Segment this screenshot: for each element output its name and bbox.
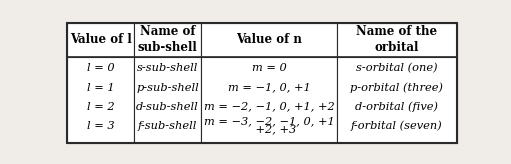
Text: p-orbital (three): p-orbital (three) <box>350 82 443 93</box>
Text: m = 0: m = 0 <box>251 63 286 73</box>
Text: l = 2: l = 2 <box>87 102 114 112</box>
Text: f-orbital (seven): f-orbital (seven) <box>351 120 443 131</box>
Text: l = 0: l = 0 <box>87 63 114 73</box>
Bar <box>201 57 337 143</box>
Text: p-sub-shell: p-sub-shell <box>136 82 199 92</box>
Bar <box>337 23 457 57</box>
Bar <box>67 57 134 143</box>
Text: Value of n: Value of n <box>236 33 302 46</box>
Text: Value of l: Value of l <box>69 33 131 46</box>
Bar <box>134 57 201 143</box>
Text: Name of the
orbital: Name of the orbital <box>356 25 437 54</box>
Bar <box>67 23 134 57</box>
Text: d-orbital (five): d-orbital (five) <box>355 101 438 112</box>
Bar <box>201 23 337 57</box>
Text: m = −2, −1, 0, +1, +2: m = −2, −1, 0, +1, +2 <box>203 102 334 112</box>
Text: d-sub-shell: d-sub-shell <box>136 102 199 112</box>
Text: Name of
sub-shell: Name of sub-shell <box>137 25 197 54</box>
Text: s-sub-shell: s-sub-shell <box>137 63 198 73</box>
Text: l = 1: l = 1 <box>87 82 114 92</box>
Bar <box>337 57 457 143</box>
Text: +2, +3: +2, +3 <box>241 125 296 135</box>
Text: s-orbital (one): s-orbital (one) <box>356 63 437 74</box>
Text: f-sub-shell: f-sub-shell <box>138 121 197 131</box>
Text: l = 3: l = 3 <box>87 121 114 131</box>
Bar <box>134 23 201 57</box>
Text: m = −3, −2, −1, 0, +1: m = −3, −2, −1, 0, +1 <box>203 117 334 127</box>
Text: m = −1, 0, +1: m = −1, 0, +1 <box>227 82 310 92</box>
